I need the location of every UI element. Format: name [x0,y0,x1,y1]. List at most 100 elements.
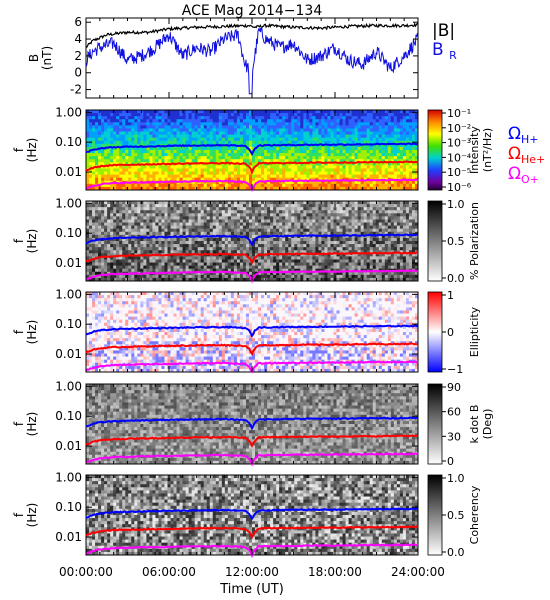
spectrogram-cell [378,128,383,132]
spectrogram-cell [351,216,355,220]
spectrogram-cell [182,244,186,248]
spectrogram-cell [393,168,398,172]
spectrogram-cell [209,116,214,120]
spectrogram-cell [372,116,377,120]
spectrogram-cell [282,125,286,129]
spectrogram-cell [291,159,295,163]
spectrogram-cell [375,131,380,135]
spectrogram-cell [119,131,123,135]
spectrogram-cell [245,116,250,120]
spectrogram-cell [354,241,358,245]
spectrogram-cell [348,201,352,205]
spectrogram-cell [215,146,220,151]
spectrogram-cell [363,140,367,145]
spectrogram-cell [167,256,171,260]
spectrogram-cell [131,241,135,245]
spectrogram-cell [197,159,201,163]
spectrogram-cell [146,131,150,135]
spectrogram-cell [152,244,156,248]
spectrogram-cell [212,183,217,188]
spectrogram-cell [92,131,96,135]
spectrogram-cell [312,183,316,188]
spectrogram-cell [336,250,340,254]
spectrogram-cell [242,119,247,123]
spectrogram-cell [233,140,238,145]
spectrogram-cell [179,207,183,211]
spectrogram-cell [375,156,380,160]
spectrogram-cell [339,165,343,169]
spectrogram-cell [113,125,117,129]
spectrogram-cell [315,140,319,145]
spectrogram-cell [348,213,352,217]
spectrogram-cell [336,150,340,154]
spectrogram-cell [221,116,226,120]
spectrogram-cell [89,137,93,142]
spectrogram-cell [200,183,205,188]
spectrogram-cell [227,168,232,172]
spectrogram-cell [248,128,253,132]
spectrogram-cell [113,250,117,254]
spectrogram-cell [206,183,211,188]
spectrogram-cell [285,207,289,211]
spectrogram-cell [185,171,189,175]
spectrogram-cell [255,128,259,132]
spectrogram-cell [119,174,123,178]
spectrogram-cell [279,119,283,123]
spectrogram-cell [221,210,226,214]
spectrogram-cell [170,110,174,114]
spectrogram-cell [122,128,126,132]
spectrogram-cell [188,213,192,217]
spectrogram-cell [279,256,283,260]
spectrogram-cell [173,256,177,260]
spectrogram-cell [113,140,117,145]
spectrogram-cell [95,219,99,223]
spectrogram-cell [107,183,111,188]
spectrogram-cell [387,204,392,208]
spectrogram-cell [339,128,343,132]
spectrogram-cell [258,244,262,248]
spectrogram-cell [119,150,123,154]
spectrogram-cell [408,234,413,239]
spectrogram-cell [131,143,135,148]
spectrogram-cell [351,165,355,169]
spectrogram-cell [98,234,102,239]
spectrogram-cell [345,231,349,236]
spectrogram-cell [116,253,120,257]
spectrogram-cell [318,150,322,154]
spectrogram-cell [297,153,301,157]
spectrogram-cell [173,222,177,226]
spectrogram-cell [110,183,114,188]
spectrogram-cell [363,204,367,208]
spectrogram-cell [330,116,334,120]
spectrogram-cell [369,165,374,169]
spectrogram-cell [218,168,223,172]
spectrogram-cell [170,216,174,220]
spectrogram-cell [399,213,404,217]
spectrogram-cell [402,134,407,138]
spectrogram-cell [255,156,259,160]
spectrogram-cell [128,174,132,178]
spectrogram-cell [399,183,404,188]
spectrogram-cell [342,219,346,223]
spectrogram-cell [354,165,358,169]
spectrogram-cell [143,110,147,114]
spectrogram-cell [113,137,117,142]
spectrogram-cell [98,113,102,117]
spectrogram-cell [369,140,374,145]
spectrogram-cell [170,171,174,175]
spectrogram-cell [95,168,99,172]
spectrogram-cell [390,143,395,148]
spectrogram-cell [173,140,177,145]
spectrogram-cell [194,213,198,217]
spectrogram-cell [158,146,162,151]
spectrogram-cell [330,201,334,205]
spectrogram-cell [309,225,313,229]
spectrogram-cell [303,219,307,223]
spectrogram-cell [86,137,90,142]
spectrogram-cell [92,213,96,217]
spectrogram-cell [179,171,183,175]
spectrogram-cell [242,213,247,217]
spectrogram-cell [414,219,418,223]
spectrogram-cell [393,143,398,148]
